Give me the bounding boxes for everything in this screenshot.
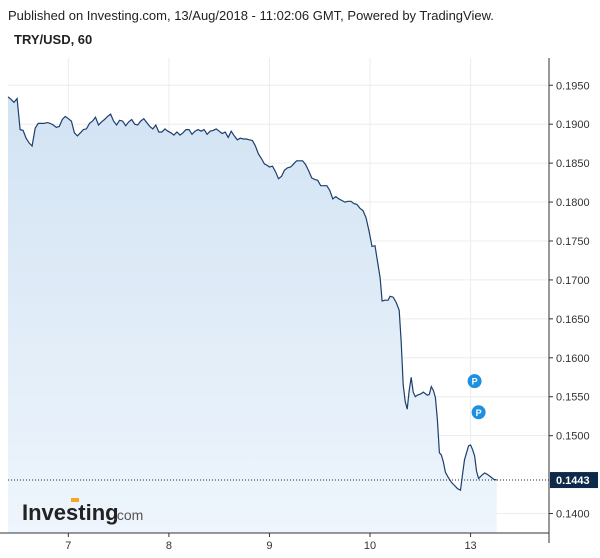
y-tick-label: 0.1700 [556, 275, 590, 287]
investing-logo: Investing.com [22, 498, 143, 525]
y-tick-label: 0.1500 [556, 431, 590, 443]
logo-wordmark: Investing [22, 500, 119, 525]
y-axis: 0.1950 0.1900 0.1850 0.1800 0.1750 0.1700 0.16… [548, 58, 590, 543]
y-tick-label: 0.1850 [556, 158, 590, 170]
y-tick-label: 0.1550 [556, 392, 590, 404]
y-tick-label: 0.1600 [556, 353, 590, 365]
symbol-title: TRY/USD, 60 [14, 32, 93, 47]
event-marker-dot [471, 405, 486, 420]
event-marker[interactable]: P [471, 405, 486, 420]
x-tick-label: 8 [166, 540, 172, 552]
event-marker[interactable]: P [467, 374, 482, 389]
published-caption: Published on Investing.com, 13/Aug/2018 … [8, 8, 494, 23]
event-marker-dot [467, 374, 482, 389]
x-axis: 7 8 9 10 13 [0, 532, 549, 552]
x-tick-label: 9 [266, 540, 272, 552]
y-tick-label: 0.1400 [556, 509, 590, 521]
last-price-label: 0.1443 [556, 475, 590, 487]
x-tick-label: 13 [464, 540, 476, 552]
y-tick-label: 0.1650 [556, 314, 590, 326]
y-tick-label: 0.1900 [556, 119, 590, 131]
y-tick-label: 0.1750 [556, 236, 590, 248]
price-line [7, 96, 497, 492]
price-area-fill [8, 96, 497, 534]
x-tick-label: 7 [65, 540, 71, 552]
logo-accent [71, 498, 79, 502]
y-tick-label: 0.1950 [556, 80, 590, 92]
event-markers: PP [467, 374, 486, 420]
y-tick-label: 0.1800 [556, 197, 590, 209]
event-marker-label: P [472, 377, 478, 387]
x-tick-label: 10 [364, 540, 376, 552]
last-price-box [550, 472, 598, 489]
last-price-indicator: 0.1443 [8, 472, 598, 489]
logo-suffix: .com [113, 507, 143, 523]
event-marker-label: P [476, 408, 482, 418]
